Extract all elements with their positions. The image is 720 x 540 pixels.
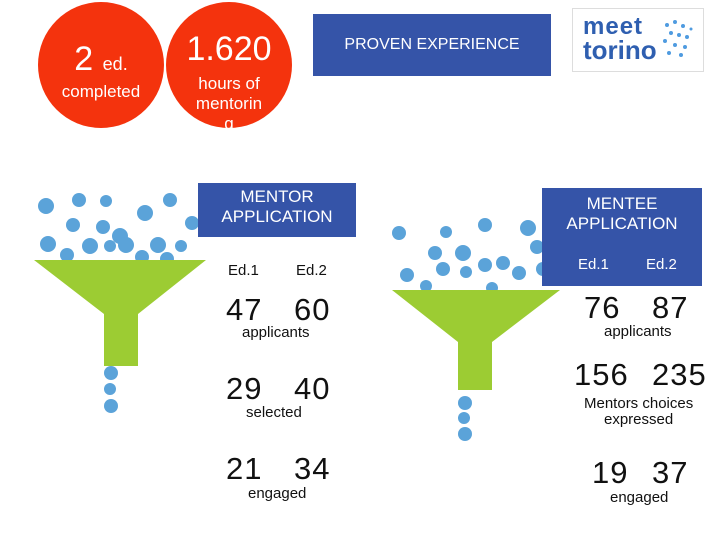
- bubble: [72, 193, 86, 207]
- mentor-engaged-ed1: 21: [226, 451, 263, 486]
- mentee-choices-ed2: 235: [652, 357, 707, 392]
- mentee-applicants-ed1: 76: [584, 290, 621, 325]
- bubble: [175, 240, 187, 252]
- bubble: [458, 427, 472, 441]
- bubble: [478, 258, 492, 272]
- bubble: [458, 412, 470, 424]
- mentee-choices-label: Mentors choices expressed: [584, 396, 693, 428]
- bubble: [104, 399, 118, 413]
- mentor-applicants-label: applicants: [242, 324, 310, 341]
- mentor-banner-line-1: MENTOR: [240, 187, 314, 206]
- bubble: [38, 198, 54, 214]
- proven-experience-text: PROVEN EXPERIENCE: [344, 36, 520, 53]
- editions-number: 2: [74, 40, 94, 78]
- mentor-ed1-label: Ed.1: [228, 262, 259, 279]
- bubble: [96, 220, 110, 234]
- bubble: [455, 245, 471, 261]
- stat-editions-value: 2 ed.: [38, 40, 164, 79]
- mentee-engaged-label: engaged: [610, 489, 669, 506]
- bubble: [185, 216, 199, 230]
- bubble: [400, 268, 414, 282]
- mentor-applicants-ed2: 60: [294, 292, 331, 327]
- mentor-ed2-label: Ed.2: [296, 262, 327, 279]
- mentor-selected-ed2: 40: [294, 371, 331, 406]
- bubble: [478, 218, 492, 232]
- editions-unit: ed.: [102, 54, 128, 74]
- meet-torino-logo: meet torino: [572, 8, 704, 72]
- mentor-engaged-ed2: 34: [294, 451, 331, 486]
- bubble: [66, 218, 80, 232]
- bubble: [520, 220, 536, 236]
- bubble: [458, 396, 472, 410]
- mentor-applicants-ed1: 47: [226, 292, 263, 327]
- proven-experience-banner: PROVEN EXPERIENCE: [313, 14, 551, 76]
- bubble: [512, 266, 526, 280]
- bubble: [428, 246, 442, 260]
- mentee-choices-ed1: 156: [574, 357, 629, 392]
- mentee-ed2-label: Ed.2: [646, 256, 677, 273]
- bubble: [530, 240, 544, 254]
- bubble: [137, 205, 153, 221]
- bubble: [440, 226, 452, 238]
- mentee-ed1-label: Ed.1: [578, 256, 609, 273]
- mentee-banner-line-1: MENTEE: [586, 194, 658, 213]
- choices-label-line-2: expressed: [604, 411, 674, 428]
- bubble: [82, 238, 98, 254]
- bubble: [420, 280, 432, 292]
- bubble: [100, 195, 112, 207]
- mentee-applicants-label: applicants: [604, 323, 672, 340]
- stat-circle-hours: 1.620 hours of mentorin g: [166, 2, 292, 133]
- mentee-funnel-icon: [392, 290, 560, 390]
- bubble: [118, 237, 134, 253]
- stat-editions-label: completed: [61, 82, 141, 101]
- choices-label-line-1: Mentors choices: [584, 395, 694, 412]
- stat-circle-editions: 2 ed. completed: [38, 2, 164, 128]
- bubble: [163, 193, 177, 207]
- mentee-engaged-ed2: 37: [652, 455, 689, 490]
- mentor-selected-label: selected: [246, 404, 302, 421]
- bubble: [150, 237, 166, 253]
- mentee-engaged-ed1: 19: [592, 455, 629, 490]
- hours-label-line-3: g: [224, 114, 234, 133]
- mentor-selected-ed1: 29: [226, 371, 263, 406]
- mentee-banner-line-2: APPLICATION: [566, 214, 678, 233]
- hours-label-line-1: hours of: [198, 74, 260, 93]
- mentor-banner-line-2: APPLICATION: [221, 207, 333, 226]
- mentee-ed-band: [542, 248, 702, 286]
- bubble: [392, 226, 406, 240]
- hours-label-line-2: mentorin: [195, 94, 263, 113]
- bubble: [460, 266, 472, 278]
- mentor-engaged-label: engaged: [248, 485, 307, 502]
- logo-text-meet: meet: [583, 13, 644, 40]
- logo-text-torino: torino: [583, 35, 657, 65]
- bubble: [104, 383, 116, 395]
- bubble: [436, 262, 450, 276]
- stat-hours-value: 1.620: [186, 30, 272, 68]
- mentee-application-banner: MENTEE APPLICATION: [542, 188, 702, 248]
- mentor-application-banner: MENTOR APPLICATION: [198, 183, 356, 237]
- bubble: [104, 366, 118, 380]
- bubble: [496, 256, 510, 270]
- mentor-funnel-icon: [34, 260, 206, 366]
- logo-dots-icon: [663, 20, 693, 57]
- bubble: [60, 248, 74, 262]
- stat-hours-label: hours of mentorin g: [166, 74, 292, 134]
- bubble: [40, 236, 56, 252]
- bubble: [104, 240, 116, 252]
- mentee-applicants-ed2: 87: [652, 290, 689, 325]
